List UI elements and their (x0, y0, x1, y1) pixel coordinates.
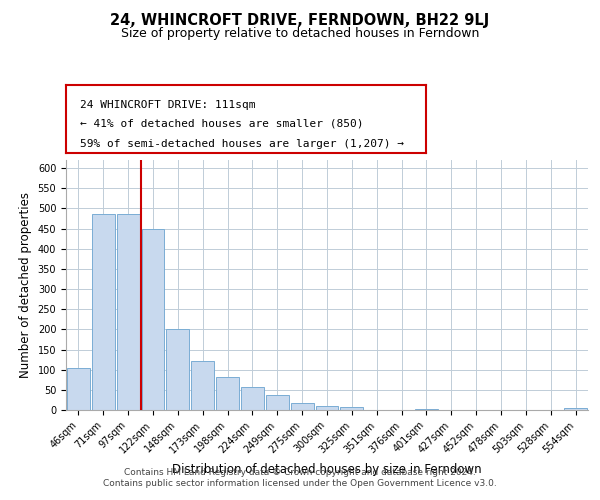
Bar (291, 403, 314, 410)
Bar (241, 386, 264, 410)
Y-axis label: Number of detached properties: Number of detached properties (19, 192, 32, 378)
Bar (340, 407, 363, 410)
Text: ← 41% of detached houses are smaller (850): ← 41% of detached houses are smaller (85… (80, 118, 364, 128)
Bar (92, 214, 115, 410)
Text: Contains HM Land Registry data © Crown copyright and database right 2024.
Contai: Contains HM Land Registry data © Crown c… (103, 468, 497, 487)
Text: 59% of semi-detached houses are larger (1,207) →: 59% of semi-detached houses are larger (… (80, 139, 404, 149)
Bar (415, 409, 438, 410)
Text: 24 WHINCROFT DRIVE: 111sqm: 24 WHINCROFT DRIVE: 111sqm (80, 100, 256, 110)
Bar (564, 408, 587, 410)
Bar (67, 368, 90, 410)
Bar (216, 377, 239, 410)
X-axis label: Distribution of detached houses by size in Ferndown: Distribution of detached houses by size … (172, 463, 482, 476)
Text: Size of property relative to detached houses in Ferndown: Size of property relative to detached ho… (121, 28, 479, 40)
Bar (166, 330, 189, 410)
Bar (142, 228, 164, 410)
Bar (117, 214, 140, 410)
Bar (191, 361, 214, 410)
Bar (266, 394, 289, 410)
Bar (316, 406, 338, 410)
Text: 24, WHINCROFT DRIVE, FERNDOWN, BH22 9LJ: 24, WHINCROFT DRIVE, FERNDOWN, BH22 9LJ (110, 12, 490, 28)
